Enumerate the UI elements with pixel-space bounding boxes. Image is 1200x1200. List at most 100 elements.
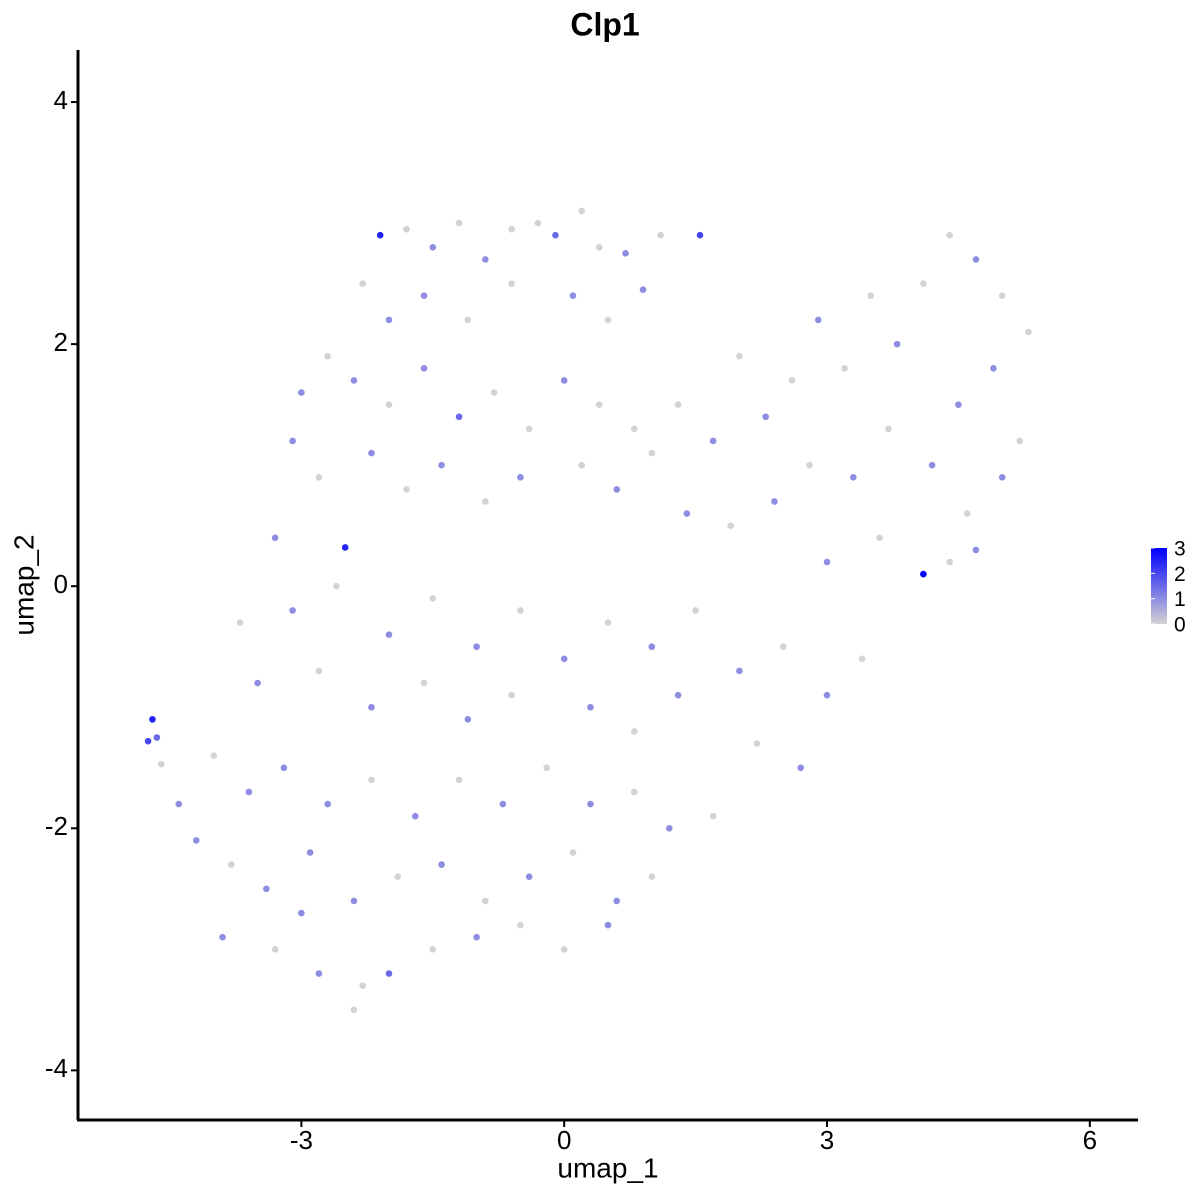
point — [385, 401, 393, 408]
point — [324, 800, 331, 808]
y-tick-label: 0 — [54, 569, 68, 599]
point — [928, 461, 936, 469]
x-tick-label: -3 — [290, 1125, 313, 1155]
point — [219, 933, 226, 941]
point — [666, 824, 673, 832]
point — [350, 1006, 358, 1014]
point — [849, 473, 857, 481]
point — [587, 703, 594, 711]
point — [630, 728, 638, 735]
point — [560, 655, 568, 663]
point — [429, 595, 437, 602]
y-tick-label: -2 — [45, 811, 68, 841]
y-axis-label: umap_2 — [8, 534, 39, 635]
point — [385, 970, 393, 977]
colorbar-tick-label: 3 — [1174, 538, 1186, 561]
point — [324, 352, 331, 360]
point — [508, 280, 515, 287]
point — [315, 667, 323, 675]
chart-title: Clp1 — [570, 6, 639, 42]
point — [517, 473, 524, 481]
point — [482, 498, 489, 505]
point — [674, 401, 682, 408]
point — [885, 425, 892, 433]
point — [263, 885, 270, 893]
point — [210, 752, 218, 759]
point — [630, 788, 638, 796]
point — [622, 250, 629, 257]
point — [192, 837, 200, 844]
point — [508, 691, 515, 699]
point — [149, 716, 156, 723]
point — [464, 716, 472, 723]
x-tick-label: 3 — [820, 1125, 834, 1155]
point — [254, 679, 261, 687]
point — [893, 340, 901, 348]
point — [648, 873, 656, 881]
point — [517, 921, 524, 929]
point — [552, 231, 559, 239]
point — [990, 365, 997, 372]
point — [525, 425, 533, 433]
y-tick-label: -4 — [45, 1053, 68, 1083]
point — [604, 316, 612, 324]
point — [385, 316, 393, 324]
point — [674, 691, 682, 699]
point — [385, 631, 393, 638]
point — [920, 280, 927, 287]
point — [245, 788, 253, 796]
point — [613, 486, 621, 493]
point — [429, 946, 437, 953]
point — [578, 461, 586, 469]
point — [236, 619, 244, 626]
point — [648, 643, 656, 651]
point — [455, 219, 463, 227]
point — [814, 316, 822, 324]
point — [823, 558, 831, 566]
point — [376, 231, 384, 239]
x-axis-label: umap_1 — [557, 1152, 658, 1183]
point — [587, 800, 594, 808]
colorbar-tick-label: 2 — [1174, 563, 1186, 586]
point — [867, 292, 875, 300]
point — [578, 207, 586, 215]
point — [298, 909, 305, 917]
point — [639, 286, 647, 293]
point — [595, 243, 603, 251]
point — [788, 377, 796, 384]
point — [1016, 437, 1024, 445]
point — [771, 498, 778, 505]
point — [271, 946, 279, 953]
point — [696, 231, 704, 239]
point — [420, 679, 428, 687]
point — [841, 365, 848, 372]
colorbar — [1151, 548, 1167, 624]
point — [823, 691, 831, 699]
point — [350, 897, 358, 905]
point — [736, 352, 743, 360]
point — [175, 800, 183, 808]
point — [341, 544, 349, 551]
point — [289, 437, 296, 445]
point — [350, 377, 358, 384]
point — [298, 389, 305, 396]
point — [403, 486, 410, 493]
point — [858, 655, 866, 663]
point — [727, 522, 734, 529]
point — [630, 425, 638, 433]
point — [333, 582, 340, 590]
point — [315, 473, 323, 481]
point — [806, 461, 813, 469]
point — [972, 256, 980, 263]
point — [709, 812, 717, 820]
point — [569, 292, 577, 300]
point — [420, 365, 428, 372]
point — [368, 703, 375, 711]
point — [648, 449, 656, 457]
point — [595, 401, 603, 408]
point — [508, 225, 515, 233]
point — [455, 776, 463, 784]
point — [762, 413, 769, 421]
